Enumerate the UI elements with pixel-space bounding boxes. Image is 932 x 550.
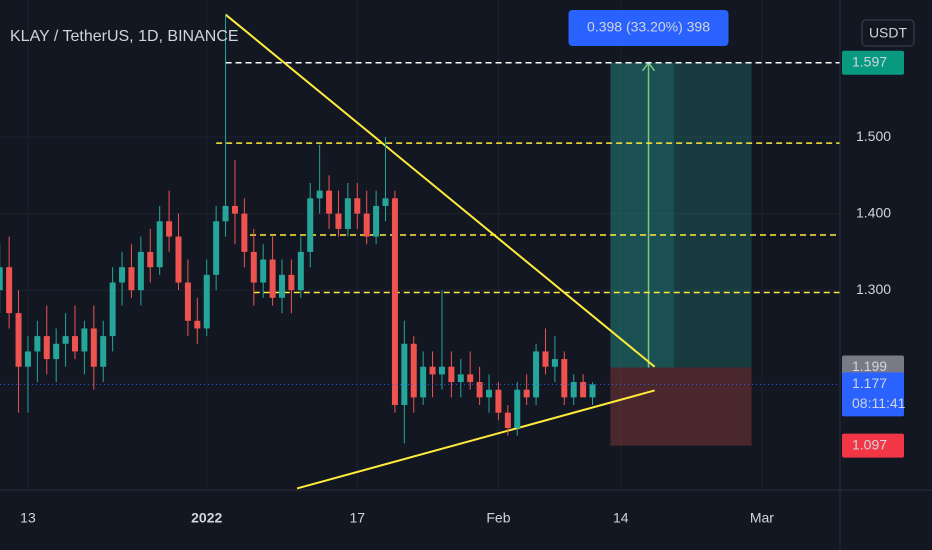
- candle-body: [571, 382, 577, 397]
- last-price: 1.177: [852, 375, 887, 391]
- candle-body: [81, 328, 87, 351]
- countdown: 08:11:41: [852, 395, 906, 411]
- candle-body: [580, 382, 586, 397]
- candle-body: [16, 313, 22, 367]
- candle-body: [430, 367, 436, 375]
- candle-body: [204, 275, 210, 329]
- x-tick-label: 2022: [191, 510, 222, 526]
- candle-body: [232, 206, 238, 214]
- x-tick-label: 17: [349, 510, 365, 526]
- candle-body: [185, 283, 191, 321]
- candle-body: [279, 275, 285, 298]
- candle-body: [110, 283, 116, 337]
- candle-body: [533, 351, 539, 397]
- candle-body: [270, 260, 276, 298]
- candle-body: [514, 390, 520, 428]
- candle-body: [335, 214, 341, 229]
- candle-body: [241, 214, 247, 252]
- candle-body: [458, 374, 464, 382]
- candle-body: [542, 351, 548, 366]
- position-label: 0.398 (33.20%) 398: [587, 19, 710, 35]
- candle-body: [307, 198, 313, 252]
- x-tick-label: Feb: [486, 510, 510, 526]
- entry-price: 1.199: [852, 358, 887, 374]
- candle-body: [100, 336, 106, 367]
- chart-title: KLAY / TetherUS, 1D, BINANCE: [10, 28, 239, 45]
- candle-body: [373, 206, 379, 237]
- y-tick-label: 1.400: [856, 204, 891, 220]
- candle-body: [317, 191, 323, 199]
- candle-body: [505, 413, 511, 428]
- candle-body: [420, 367, 426, 398]
- candle-body: [364, 214, 370, 237]
- candle-body: [590, 384, 596, 397]
- candle-body: [0, 267, 3, 290]
- candle-body: [345, 198, 351, 229]
- candle-body: [260, 260, 266, 283]
- candle-body: [392, 198, 398, 405]
- candle-body: [288, 275, 294, 290]
- candle-body: [119, 267, 125, 282]
- y-tick-label: 1.300: [856, 281, 891, 297]
- candle-body: [439, 367, 445, 375]
- candle-body: [223, 206, 229, 221]
- candle-body: [552, 359, 558, 367]
- candle-body: [128, 267, 134, 290]
- target-price: 1.597: [852, 53, 887, 69]
- candle-body: [44, 336, 50, 359]
- candle-body: [53, 344, 59, 359]
- candle-body: [354, 198, 360, 213]
- candle-body: [72, 336, 78, 351]
- chart: 0.398 (33.20%) 398 KLAY / TetherUS, 1D, …: [0, 0, 932, 550]
- candle-body: [213, 221, 219, 275]
- candle-body: [383, 198, 389, 206]
- candle-body: [467, 374, 473, 382]
- candle-body: [298, 252, 304, 290]
- candle-body: [91, 328, 97, 366]
- profit-zone-active: [610, 63, 674, 368]
- x-tick-label: 13: [20, 510, 36, 526]
- candle-body: [251, 252, 257, 283]
- candle-body: [147, 252, 153, 267]
- x-tick-label: 14: [613, 510, 629, 526]
- candle-body: [25, 351, 31, 366]
- candle-body: [6, 267, 12, 313]
- candle-body: [63, 336, 69, 344]
- candle-body: [411, 344, 417, 398]
- candle-body: [477, 382, 483, 397]
- y-tick-label: 1.500: [856, 128, 891, 144]
- x-tick-label: Mar: [750, 510, 774, 526]
- candle-body: [176, 237, 182, 283]
- candle-body: [157, 221, 163, 267]
- currency-label[interactable]: USDT: [869, 25, 908, 41]
- candle-body: [401, 344, 407, 405]
- candle-body: [166, 221, 172, 236]
- candle-body: [524, 390, 530, 398]
- candle-body: [495, 390, 501, 413]
- candle-body: [486, 390, 492, 398]
- stop-price: 1.097: [852, 436, 887, 452]
- candle-body: [561, 359, 567, 397]
- candle-body: [448, 367, 454, 382]
- stop-zone: [610, 368, 751, 446]
- candle-body: [138, 252, 144, 290]
- candle-body: [194, 321, 200, 329]
- candle-body: [34, 336, 40, 351]
- candle-body: [326, 191, 332, 214]
